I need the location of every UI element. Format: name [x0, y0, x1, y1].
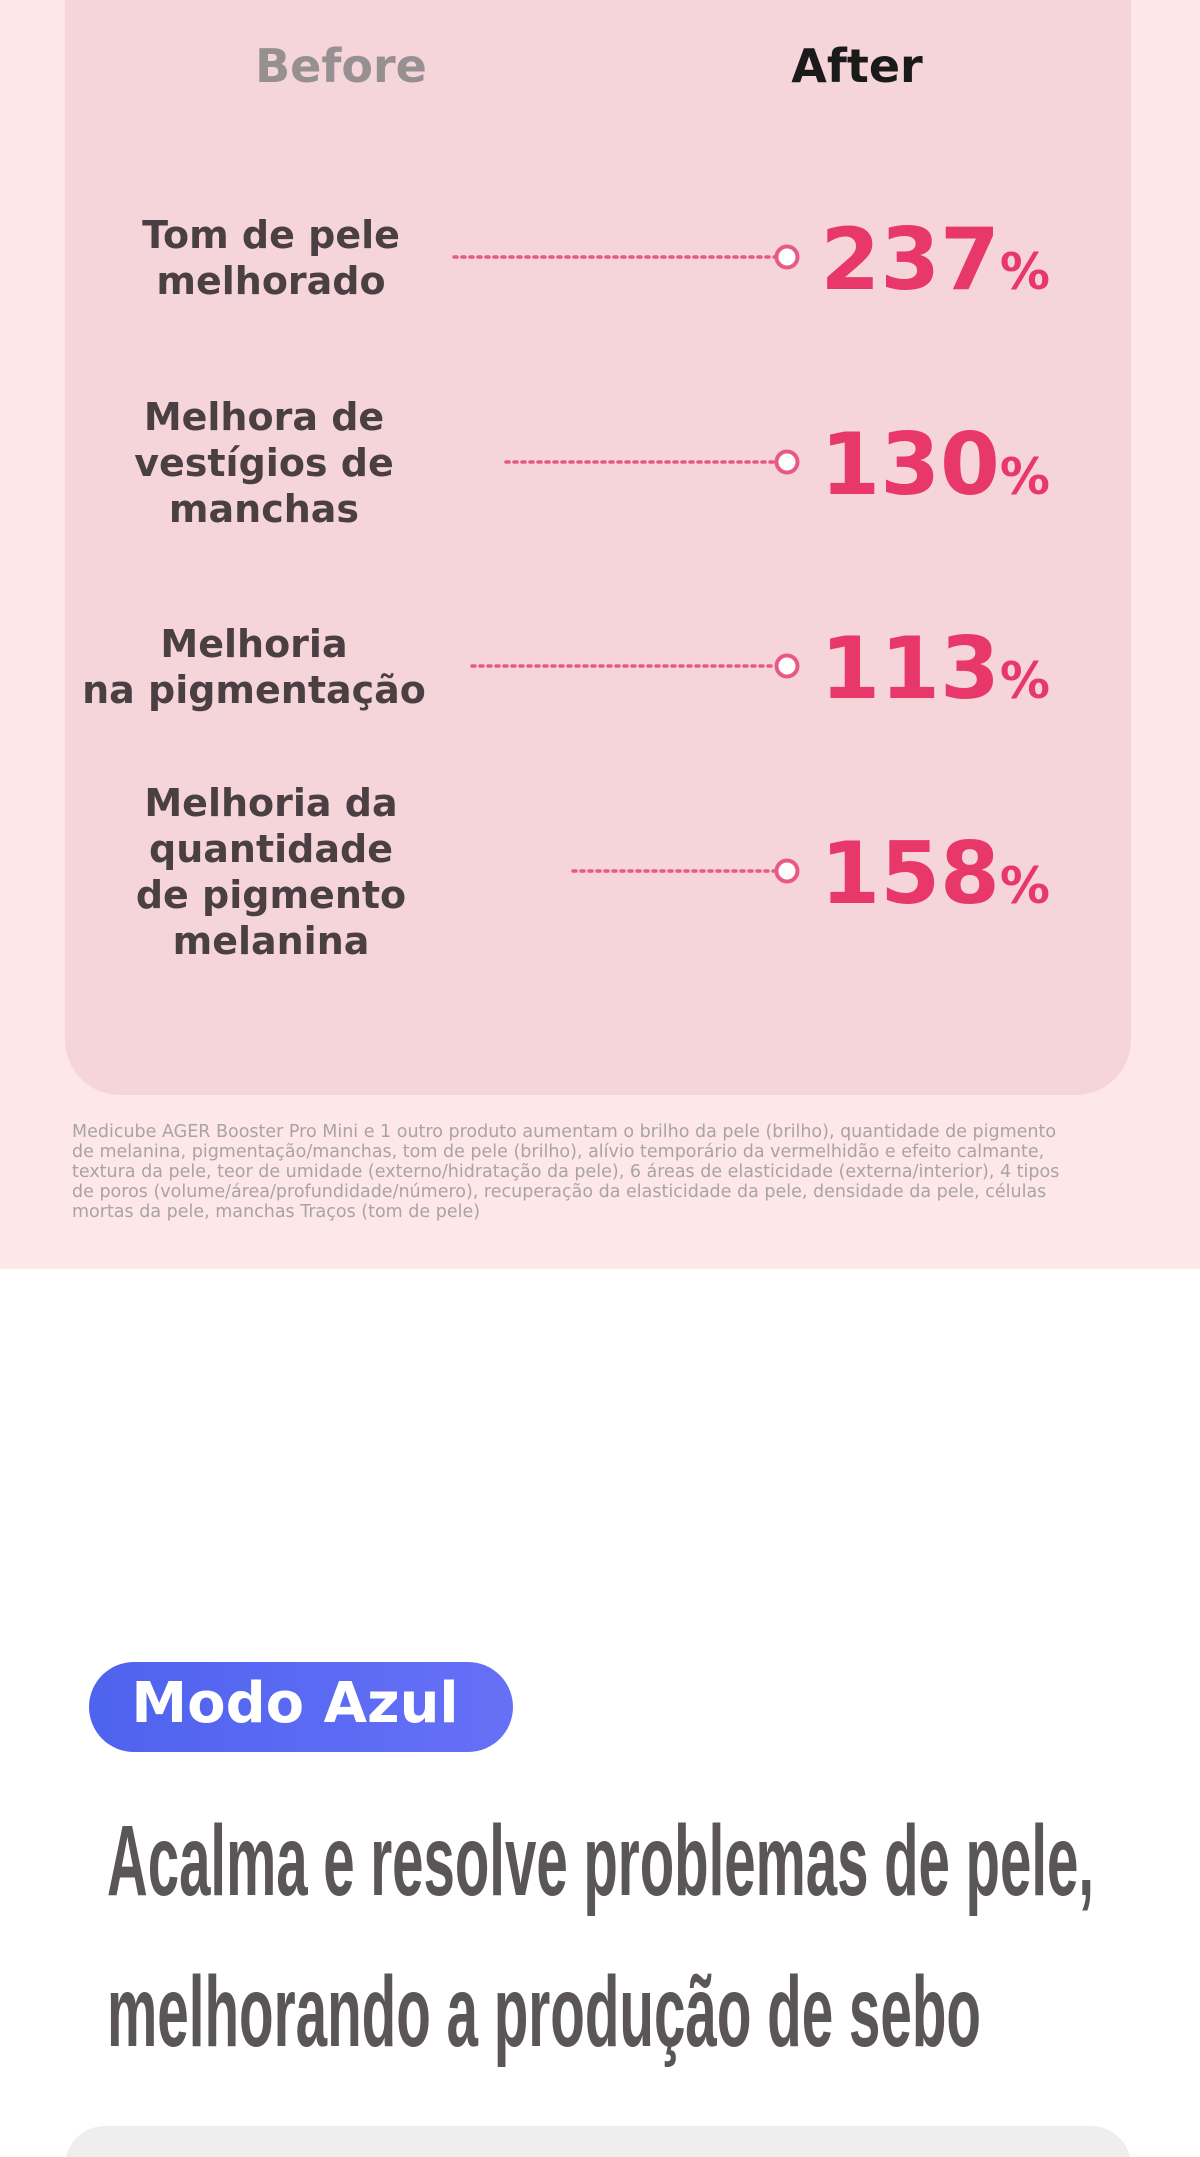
footnote-line: Medicube AGER Booster Pro Mini e 1 outro… [72, 1122, 1056, 1142]
row-value: 113% [820, 619, 1050, 719]
connector-dot [774, 653, 800, 679]
value-number: 158 [820, 824, 1000, 924]
value-unit: % [1000, 448, 1050, 506]
row-label: Melhoria da quantidade de pigmento melanina [136, 781, 406, 963]
comparison-card [65, 0, 1131, 1095]
row-label: Tom de pele melhorado [142, 213, 400, 303]
heading-line: Acalma e resolve problemas de pele, [107, 1805, 1094, 1917]
row-label-line: melhorado [156, 259, 385, 303]
row-label-line: manchas [169, 487, 359, 531]
before-label: Before [255, 39, 427, 93]
footnote-line: mortas da pele, manchas Traços (tom de p… [72, 1202, 480, 1222]
row-label-line: de pigmento [136, 873, 406, 917]
value-number: 237 [820, 210, 1000, 310]
row-value: 130% [820, 415, 1050, 515]
value-number: 130 [820, 415, 1000, 515]
row-label-line: melanina [173, 919, 370, 963]
row-label-line: quantidade [149, 827, 393, 871]
after-label: After [791, 39, 923, 93]
row-label-line: na pigmentação [82, 668, 426, 712]
connector-dot [774, 858, 800, 884]
row-label: Melhora de vestígios de manchas [134, 395, 394, 531]
value-number: 113 [820, 619, 1000, 719]
next-card [65, 2126, 1131, 2157]
value-unit: % [1000, 857, 1050, 915]
footnote: Medicube AGER Booster Pro Mini e 1 outro… [72, 1122, 1059, 1222]
footnote-line: textura da pele, teor de umidade (extern… [72, 1162, 1059, 1182]
badge-text: Modo Azul [131, 1671, 458, 1736]
value-unit: % [1000, 652, 1050, 710]
row-value: 158% [820, 824, 1050, 924]
connector-dot [774, 244, 800, 270]
connector-dot [774, 449, 800, 475]
row-label-line: vestígios de [134, 441, 394, 485]
rows: Tom de pele melhorado 237% Melhora de vestíg… [82, 210, 1050, 963]
row-label-line: Melhoria [160, 622, 347, 666]
row-label: Melhoria na pigmentação [82, 622, 426, 712]
footnote-line: de poros (volume/área/profundidade/númer… [72, 1182, 1046, 1202]
badge [89, 1662, 513, 1752]
value-unit: % [1000, 243, 1050, 301]
heading-line: melhorando a produção de sebo [107, 1956, 981, 2068]
footnote-line: de melanina, pigmentação/manchas, tom de… [72, 1142, 1044, 1162]
row-label-line: Melhora de [144, 395, 384, 439]
row-label-line: Tom de pele [142, 213, 400, 257]
row-value: 237% [820, 210, 1050, 310]
row-label-line: Melhoria da [144, 781, 397, 825]
